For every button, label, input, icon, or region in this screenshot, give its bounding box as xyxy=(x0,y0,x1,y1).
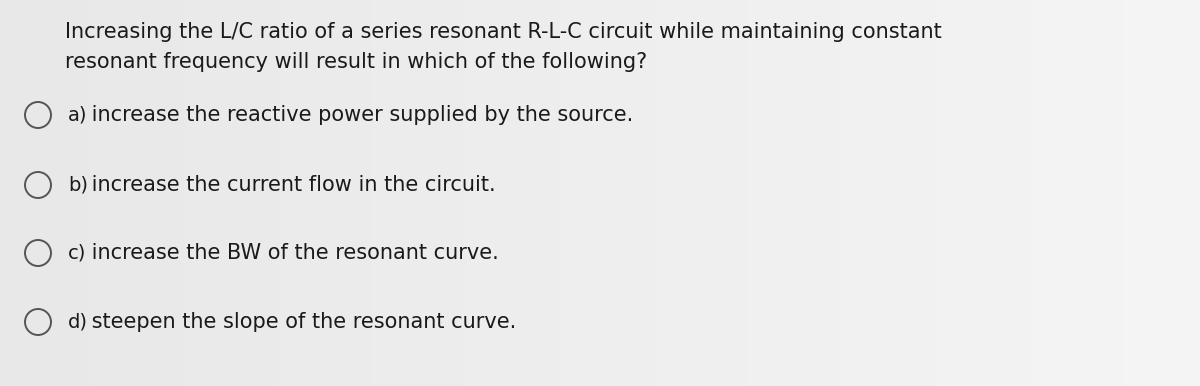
Text: steepen the slope of the resonant curve.: steepen the slope of the resonant curve. xyxy=(85,312,516,332)
Text: increase the BW of the resonant curve.: increase the BW of the resonant curve. xyxy=(85,243,499,263)
Text: resonant frequency will result in which of the following?: resonant frequency will result in which … xyxy=(65,52,647,72)
Text: Increasing the L/C ratio of a series resonant R-L-C circuit while maintaining co: Increasing the L/C ratio of a series res… xyxy=(65,22,942,42)
Text: a): a) xyxy=(68,105,88,125)
Text: c): c) xyxy=(68,244,86,262)
Text: increase the reactive power supplied by the source.: increase the reactive power supplied by … xyxy=(85,105,634,125)
Text: b): b) xyxy=(68,176,88,195)
Text: d): d) xyxy=(68,313,88,332)
Text: increase the current flow in the circuit.: increase the current flow in the circuit… xyxy=(85,175,496,195)
